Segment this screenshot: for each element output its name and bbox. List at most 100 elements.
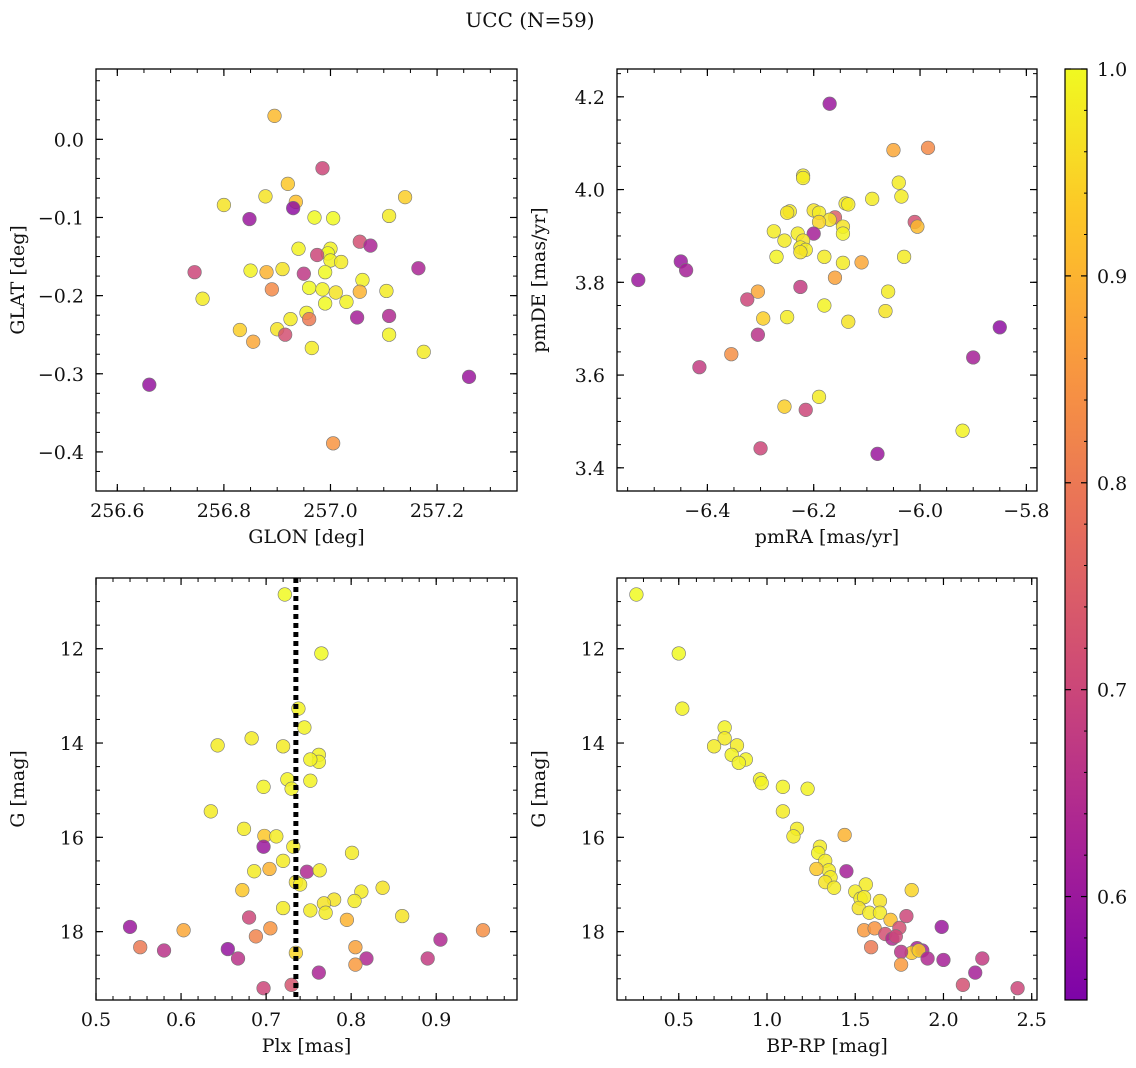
scatter-point: [416, 344, 431, 359]
scatter-point: [817, 249, 832, 264]
scatter-point: [236, 821, 252, 836]
scatter-point: [692, 360, 707, 375]
y-tick-label: 16: [581, 827, 605, 849]
colorbar-tick-label: 0.8: [1097, 473, 1127, 495]
scatter-point: [886, 143, 901, 158]
scatter-point: [243, 263, 258, 278]
y-tick-label: 12: [60, 639, 84, 661]
x-axis-label: BP-RP [mag]: [766, 1035, 888, 1057]
scatter-point: [888, 929, 903, 944]
scatter-point: [216, 197, 231, 213]
scatter-point: [706, 739, 722, 754]
x-tick-label: 0.8: [336, 1009, 366, 1031]
scatter-point: [276, 900, 291, 916]
scatter-point: [262, 861, 277, 877]
scatter-point: [303, 752, 318, 767]
scatter-point: [864, 940, 879, 955]
scatter-point: [264, 282, 279, 297]
scatter-point: [894, 944, 909, 960]
scatter-point: [286, 201, 301, 216]
scatter-point: [267, 108, 282, 123]
scatter-point: [256, 981, 271, 996]
scatter-point: [395, 908, 410, 924]
scatter-points: [122, 587, 491, 996]
scatter-point: [865, 191, 880, 206]
scatter-point: [339, 294, 354, 309]
scatter-point: [750, 284, 765, 299]
scatter-point: [891, 175, 906, 190]
scatter-point: [347, 893, 362, 909]
panel-bprp-g: 0.5 1.0 1.5 2.0 2.5 12 14 16 18 BP-RP [mag] G [mag…: [528, 577, 1047, 1057]
scatter-point: [837, 827, 852, 843]
x-tick-label: 2.0: [928, 1009, 958, 1031]
scatter-point: [284, 977, 299, 993]
y-tick-label: −0.1: [38, 207, 84, 229]
scatter-point: [894, 189, 909, 204]
y-tick-label: 18: [581, 922, 605, 944]
scatter-point: [291, 241, 306, 256]
scatter-point: [750, 327, 765, 342]
scatter-point: [809, 861, 824, 877]
scatter-point: [878, 303, 893, 319]
scatter-point: [675, 701, 690, 716]
scatter-point: [248, 929, 263, 944]
scatter-point: [195, 291, 210, 306]
scatter-point: [806, 226, 821, 241]
scatter-point: [740, 292, 755, 307]
x-tick-label: −5.8: [1003, 500, 1049, 522]
scatter-point: [297, 720, 312, 735]
scatter-point: [754, 776, 769, 791]
scatter-point: [872, 905, 888, 920]
x-tick-label: 257.0: [303, 500, 357, 522]
axes-frame: [95, 68, 518, 492]
x-axis-label: pmRA [mas/yr]: [755, 526, 899, 548]
scatter-point: [475, 923, 491, 938]
y-tick-label: 4.2: [575, 87, 605, 109]
scatter-point: [296, 266, 311, 281]
colorbar-ticks: 0.6 0.7 0.8 0.9 1.0: [1065, 59, 1127, 980]
scatter-point: [1010, 981, 1025, 996]
scatter-point: [314, 646, 329, 661]
scatter-point: [671, 646, 686, 661]
y-tick-label: 3.6: [575, 365, 605, 387]
scatter-point: [920, 140, 936, 155]
scatter-point: [256, 839, 271, 854]
scatter-point: [276, 739, 291, 754]
y-axis-label: G [mag]: [528, 750, 550, 828]
y-axis-label: pmDE [mas/yr]: [528, 207, 550, 352]
scatter-point: [375, 880, 390, 895]
panel-glon-glat: 256.6 256.8 257.0 257.2 0.0 −0.1 −0.2 −0.3 −0.4 G…: [7, 68, 518, 548]
y-tick-label: 12: [581, 639, 605, 661]
scatter-point: [793, 279, 808, 295]
scatter-point: [841, 314, 856, 329]
scatter-point: [241, 910, 257, 925]
scatter-point: [303, 773, 318, 788]
colorbar-tick-label: 0.7: [1097, 680, 1127, 702]
scatter-point: [283, 311, 298, 327]
scatter-point: [968, 965, 983, 980]
scatter-point: [348, 957, 363, 972]
scatter-point: [934, 919, 949, 935]
x-tick-label: 1.5: [840, 1009, 870, 1031]
scatter-point: [203, 804, 218, 819]
scatter-point: [256, 779, 271, 794]
scatter-point: [992, 320, 1007, 335]
y-tick-label: 14: [581, 733, 605, 755]
scatter-point: [278, 327, 293, 342]
scatter-point: [955, 977, 970, 993]
axes-frame: [616, 68, 1038, 492]
x-tick-label: 0.5: [81, 1009, 111, 1031]
scatter-point: [142, 377, 157, 392]
scatter-point: [920, 951, 935, 966]
y-tick-label: 16: [60, 827, 84, 849]
scatter-point: [303, 903, 318, 918]
scatter-point: [894, 957, 909, 972]
scatter-point: [359, 951, 374, 966]
scatter-point: [835, 226, 851, 241]
scatter-point: [679, 263, 694, 278]
scatter-point: [631, 272, 646, 288]
scatter-point: [326, 436, 341, 451]
x-tick-label: 256.6: [90, 500, 144, 522]
scatter-points: [142, 108, 477, 451]
scatter-point: [312, 863, 327, 878]
